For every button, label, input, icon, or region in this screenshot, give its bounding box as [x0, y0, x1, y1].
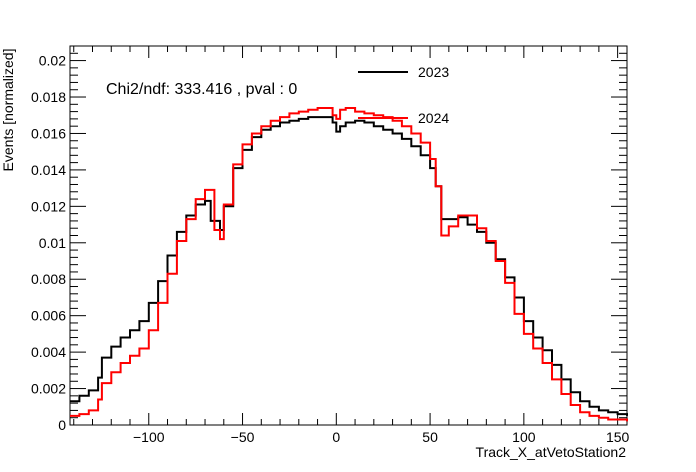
x-axis-title: Track_X_atVetoStation2 [476, 444, 627, 460]
x-tick-label: 0 [332, 429, 340, 445]
x-tick-label: 150 [606, 429, 630, 445]
x-tick-label: 50 [422, 429, 438, 445]
data-series [70, 107, 628, 422]
x-tick-label: −100 [133, 429, 165, 445]
series-2023-line [70, 116, 628, 416]
x-tick-label: 100 [512, 429, 536, 445]
y-tick-label: 0.02 [39, 53, 66, 69]
x-tick-label: −50 [231, 429, 255, 445]
y-tick-label: 0.014 [31, 162, 66, 178]
y-tick-label: 0.004 [31, 344, 66, 360]
y-tick-label: 0.018 [31, 89, 66, 105]
y-tick-label: 0 [58, 417, 66, 433]
y-tick-label: 0.016 [31, 125, 66, 141]
legend-label-2024: 2024 [418, 110, 449, 126]
y-tick-label: 0.006 [31, 308, 66, 324]
y-tick-label: 0.012 [31, 198, 66, 214]
y-tick-label: 0.002 [31, 381, 66, 397]
y-axis-title: Events [normalized] [0, 49, 16, 172]
chi2-annotation: Chi2/ndf: 333.416 , pval : 0 [106, 81, 297, 98]
y-axis-ticks: 0 0.002 0.004 0.006 0.008 0.01 0.012 0.014 0.016… [31, 45, 627, 433]
series-2024-line [70, 107, 628, 422]
y-tick-label: 0.008 [31, 271, 66, 287]
legend: 2023 2024 [358, 64, 449, 126]
y-tick-label: 0.01 [39, 235, 66, 251]
legend-label-2023: 2023 [418, 64, 449, 80]
